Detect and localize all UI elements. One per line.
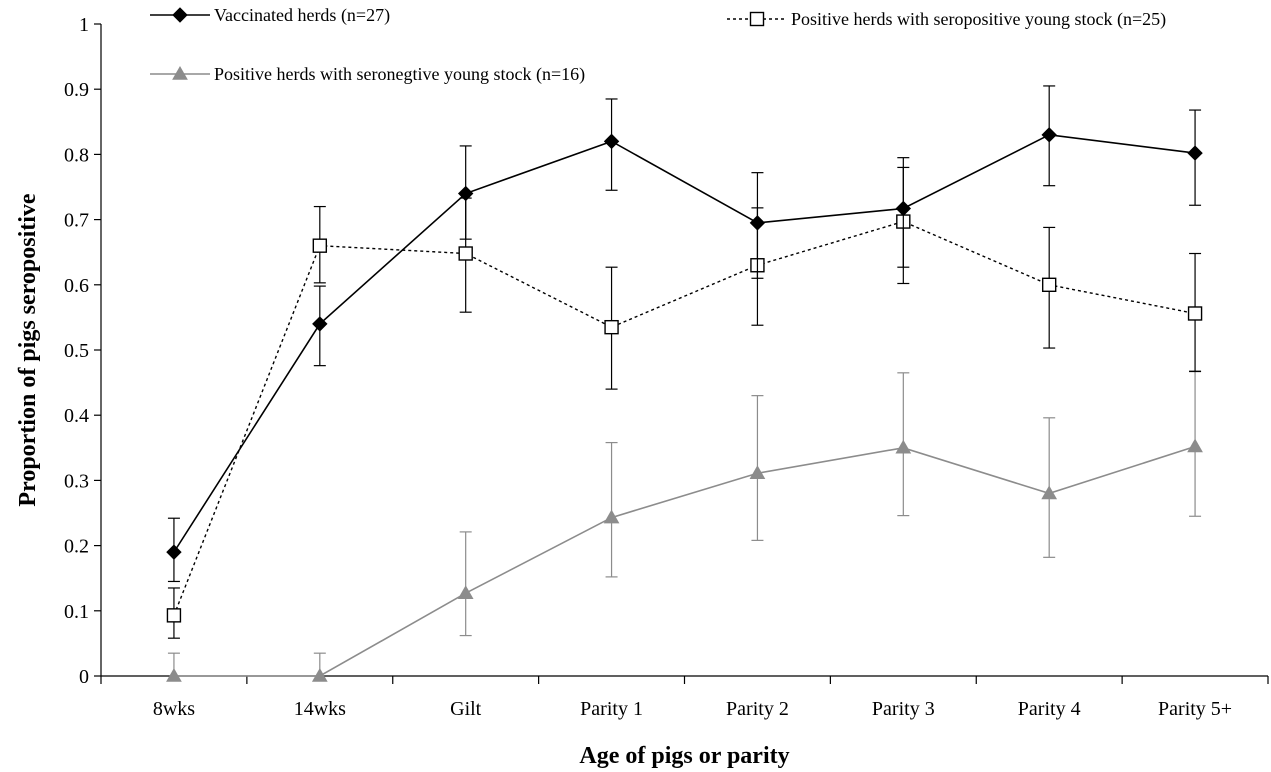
legend-item: Positive herds with seropositive young s…	[727, 9, 1166, 30]
series	[166, 85, 1203, 682]
y-tick-label: 0.4	[64, 405, 89, 427]
y-tick-label: 0	[79, 666, 89, 688]
data-point	[895, 200, 912, 217]
data-point	[457, 185, 474, 202]
data-point	[749, 465, 766, 479]
y-tick-label: 0.2	[64, 536, 89, 558]
y-tick-label: 0.5	[64, 340, 89, 362]
x-tick-label: Parity 3	[872, 698, 935, 720]
y-tick-label: 0.9	[64, 79, 89, 101]
x-tick-label: 8wks	[153, 698, 195, 720]
series-0	[166, 85, 1203, 583]
x-tick-label: Parity 1	[580, 698, 643, 720]
y-tick-label: 1	[79, 14, 89, 36]
series-line	[173, 445, 1196, 677]
data-point	[458, 246, 473, 261]
legend-item: Vaccinated herds (n=27)	[150, 5, 390, 26]
series-1	[166, 166, 1203, 639]
y-tick-label: 0.8	[64, 144, 89, 166]
data-point	[1041, 277, 1057, 292]
data-point	[166, 608, 182, 623]
data-point	[1187, 438, 1203, 453]
x-tick-label: Parity 5+	[1158, 698, 1232, 720]
data-point	[166, 667, 182, 682]
data-point	[603, 133, 620, 150]
data-point	[895, 439, 912, 454]
x-tick-label: 14wks	[294, 698, 346, 720]
data-point	[1041, 485, 1058, 500]
data-point	[1187, 145, 1203, 161]
legend-label: Positive herds with seropositive young s…	[791, 9, 1166, 30]
data-point	[166, 544, 182, 560]
series-line	[173, 220, 1196, 616]
y-tick-label: 0.6	[64, 275, 89, 297]
x-tick-label: Parity 2	[726, 698, 789, 720]
data-point	[1041, 127, 1057, 143]
y-tick-label: 0.1	[64, 601, 89, 623]
data-point	[603, 509, 620, 524]
legend: Vaccinated herds (n=27) Positive herds wi…	[150, 5, 1166, 85]
legend-marker	[172, 65, 188, 80]
data-point	[312, 316, 328, 332]
legend-marker	[749, 11, 765, 27]
ticks: 0 0.1 0.2 0.3 0.4 0.5 0.6 0.7 0.8 0.9 1 8wks 14wks Gi…	[64, 14, 1269, 720]
data-point	[1187, 306, 1203, 321]
y-axis-title: Proportion of pigs seropositive	[15, 193, 41, 506]
x-axis-title: Age of pigs or parity	[579, 743, 789, 769]
x-tick-label: Parity 4	[1018, 698, 1081, 720]
legend-item: Positive herds with seronegtive young st…	[150, 64, 585, 85]
series-2	[166, 370, 1203, 682]
x-tick-label: Gilt	[450, 698, 482, 720]
data-point	[749, 215, 766, 231]
data-point	[457, 585, 474, 599]
legend-marker	[172, 7, 188, 23]
legend-label: Vaccinated herds (n=27)	[214, 5, 390, 26]
series-line	[173, 134, 1196, 553]
legend-label: Positive herds with seronegtive young st…	[214, 64, 585, 85]
data-point	[604, 319, 619, 335]
data-point	[312, 238, 328, 253]
data-point	[311, 667, 328, 682]
axes	[100, 24, 1268, 677]
y-tick-label: 0.3	[64, 470, 89, 492]
y-tick-label: 0.7	[64, 210, 89, 232]
